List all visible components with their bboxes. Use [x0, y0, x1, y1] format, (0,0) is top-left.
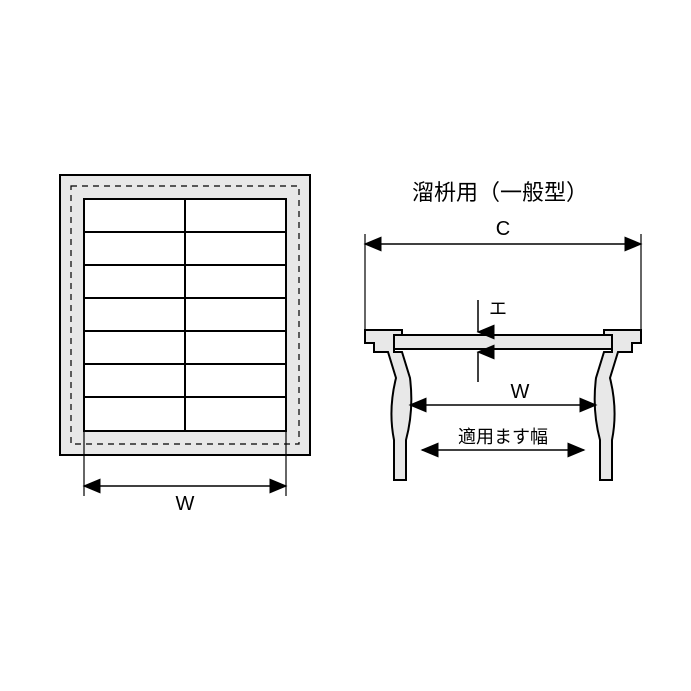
right-frame-section	[595, 330, 641, 480]
left-dim-w-label: W	[176, 493, 195, 515]
dim-thickness-label: エ	[489, 299, 507, 319]
diagram-title: 溜枡用（一般型）	[412, 180, 588, 205]
left-frame-section	[365, 330, 411, 480]
dim-w-label: W	[511, 381, 530, 403]
top-view: W	[60, 175, 310, 515]
diagram-canvas: W 溜枡用（一般型） C エ W 適用ます幅	[0, 0, 691, 691]
dim-c-label: C	[496, 218, 510, 240]
cross-section: C エ W 適用ます幅	[365, 218, 641, 480]
fit-width-label: 適用ます幅	[458, 427, 548, 447]
